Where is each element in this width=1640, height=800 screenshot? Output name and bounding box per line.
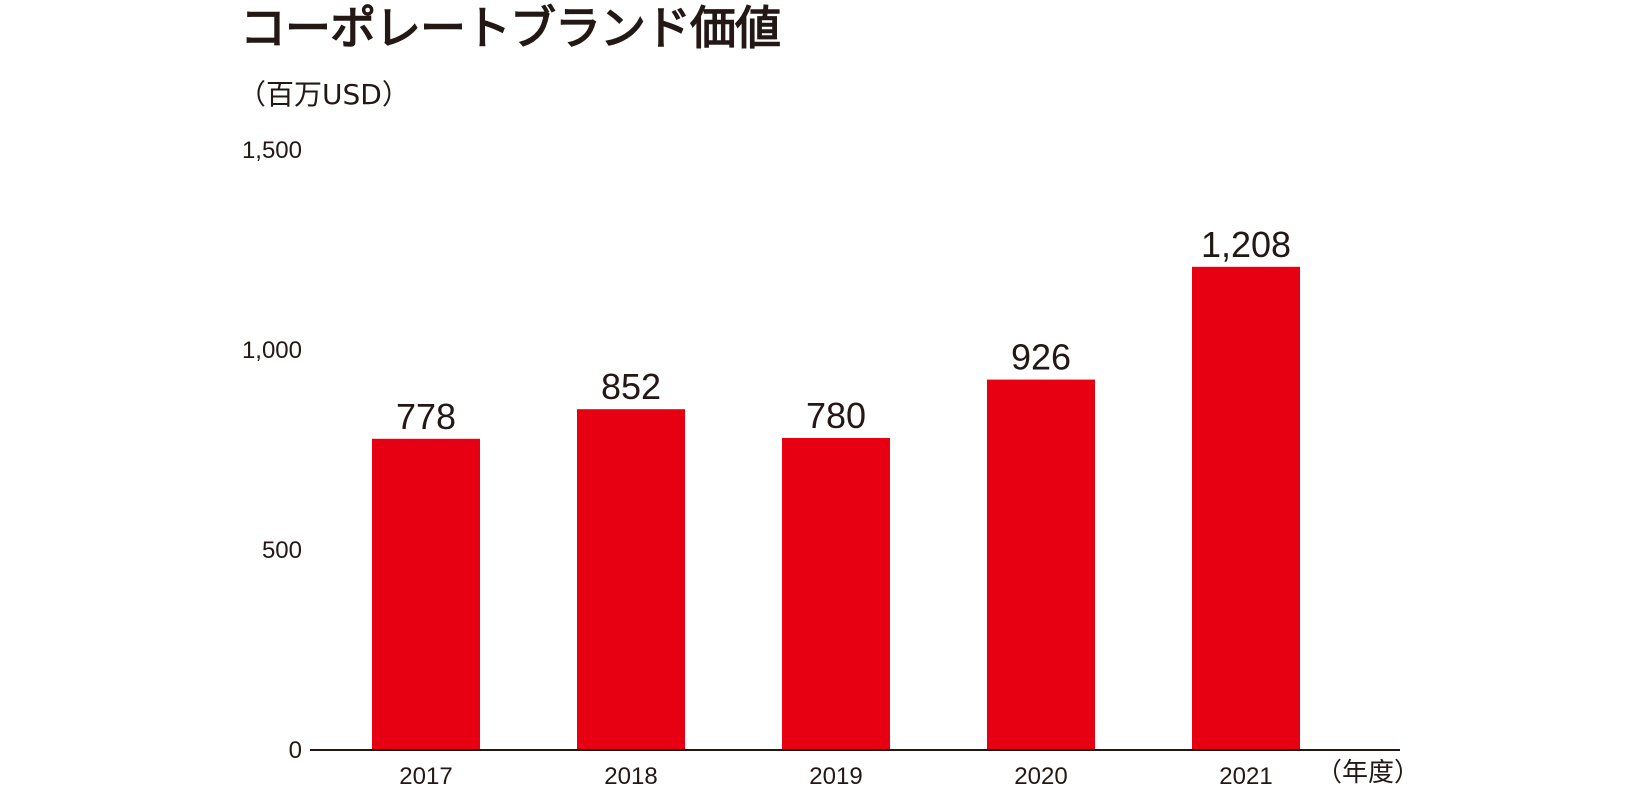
data-label-2019: 780 [806, 395, 866, 436]
x-tick-label-2020: 2020 [1014, 763, 1067, 790]
y-tick-label: 1,500 [242, 137, 302, 164]
x-tick-label-2018: 2018 [604, 763, 657, 790]
y-axis-ticks: 0 500 1,000 1,500 [242, 137, 302, 764]
x-tick-label-2017: 2017 [399, 763, 452, 790]
data-label-2021: 1,208 [1201, 224, 1291, 265]
bar-2017 [372, 438, 480, 750]
data-label-2017: 778 [396, 396, 456, 437]
x-axis-unit-label: （年度） [1316, 758, 1421, 788]
bar-2019 [782, 438, 890, 750]
bars [372, 266, 1300, 750]
data-label-2018: 852 [601, 366, 661, 407]
data-labels: 778 852 780 926 1,208 [396, 224, 1291, 437]
y-tick-label: 500 [262, 537, 302, 564]
bar-2021 [1192, 266, 1300, 750]
x-tick-label-2019: 2019 [809, 763, 862, 790]
data-label-2020: 926 [1011, 337, 1071, 378]
chart-title: コーポレートブランド価値 [240, 1, 781, 55]
y-axis-unit-label: （百万USD） [238, 78, 410, 111]
x-tick-label-2021: 2021 [1219, 763, 1272, 790]
bar-2020 [987, 379, 1095, 750]
x-axis-ticks: 2017 2018 2019 2020 2021 [399, 763, 1272, 790]
y-tick-label: 1,000 [242, 337, 302, 364]
bar-2018 [577, 409, 685, 750]
y-tick-label: 0 [289, 737, 302, 764]
